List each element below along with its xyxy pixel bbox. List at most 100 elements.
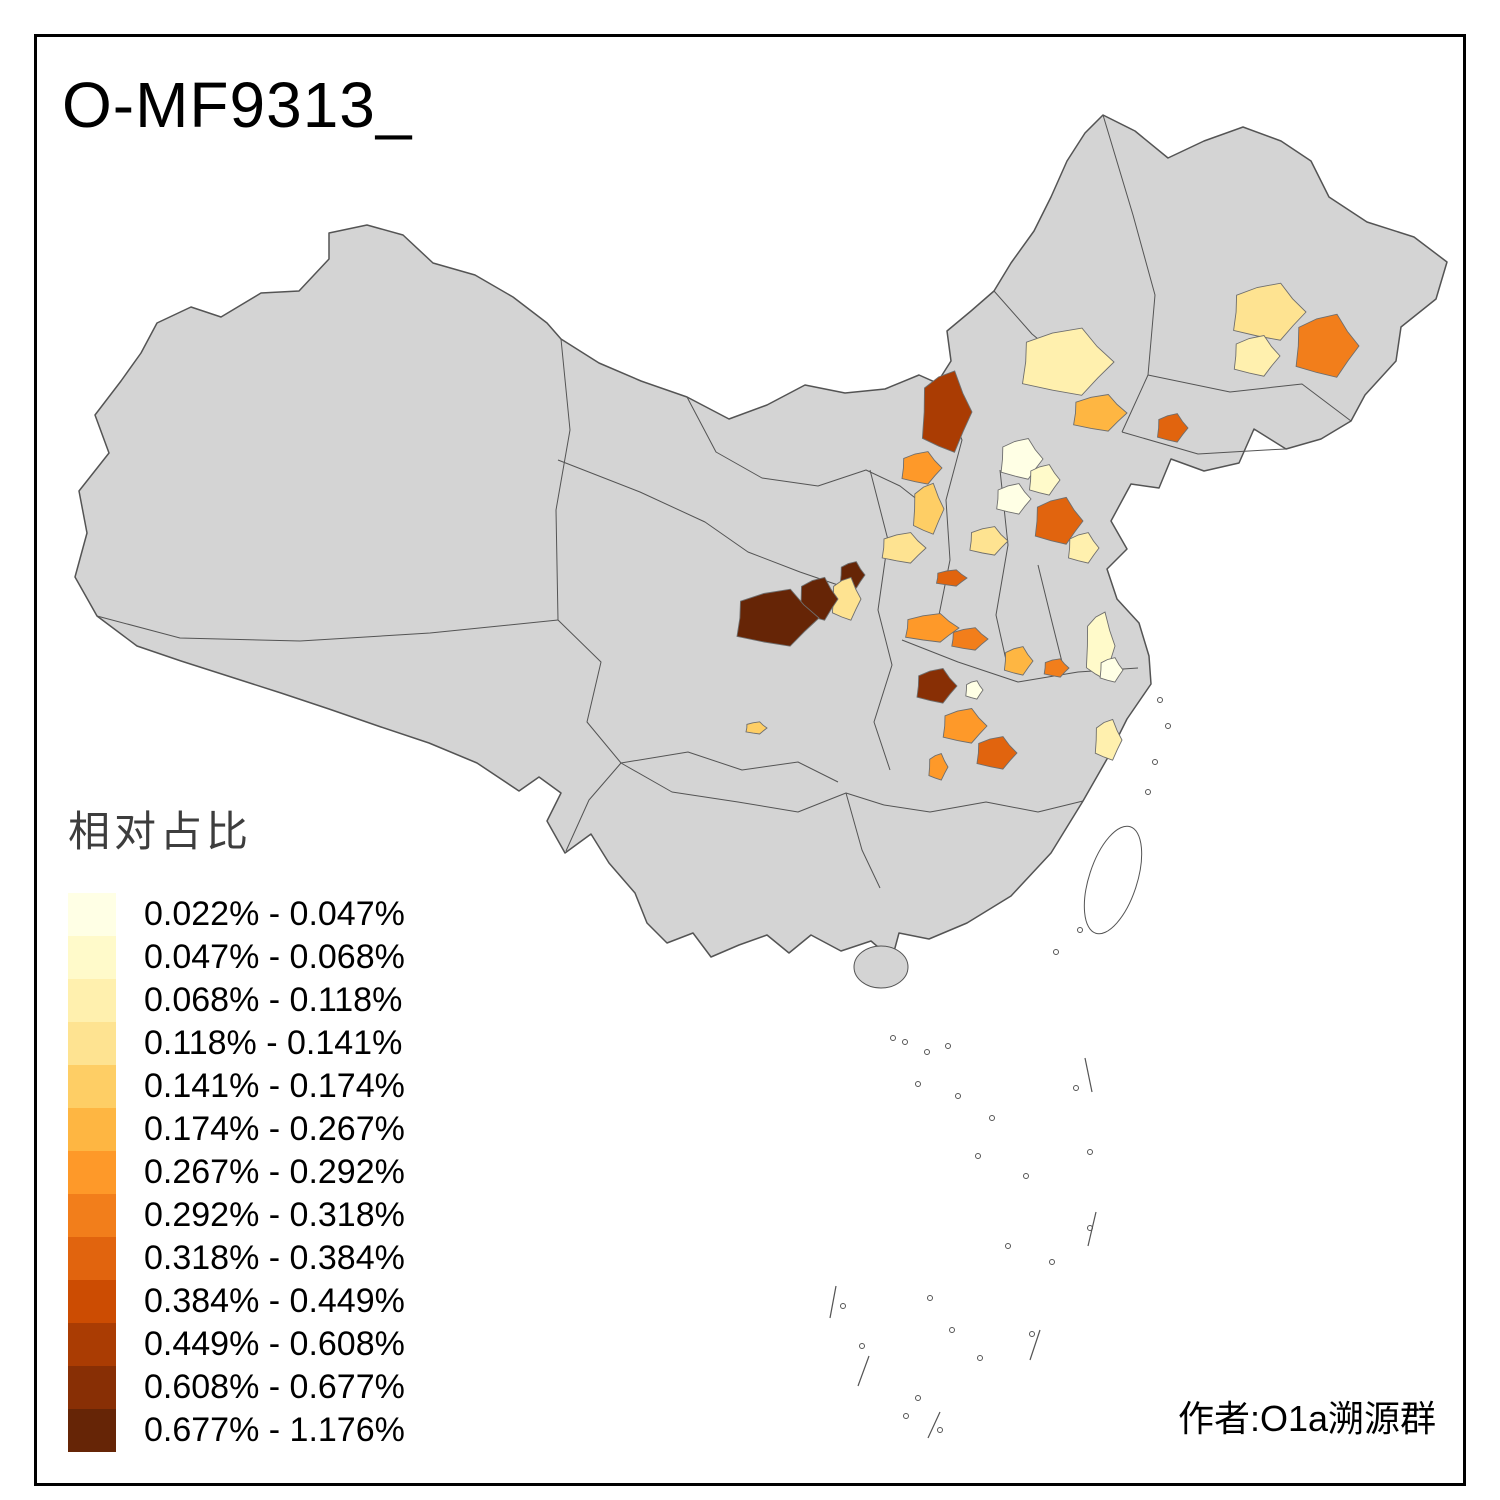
small-island-dot <box>1087 1149 1093 1155</box>
map-region <box>935 569 968 587</box>
small-island-dot <box>1005 1243 1011 1249</box>
small-island-dot <box>1165 723 1171 729</box>
small-island-dot <box>975 1153 981 1159</box>
legend-swatch <box>68 1280 116 1323</box>
small-island-dot <box>937 1427 943 1433</box>
small-island-dot <box>1023 1173 1029 1179</box>
legend-rows: 0.022% - 0.047% 0.047% - 0.068% 0.068% - 0… <box>68 893 405 1452</box>
legend-swatch <box>68 1409 116 1452</box>
legend-swatch <box>68 1022 116 1065</box>
legend-label: 0.267% - 0.292% <box>144 1153 405 1191</box>
legend-swatch <box>68 1108 116 1151</box>
province-border <box>1102 114 1156 433</box>
legend-label: 0.677% - 1.176% <box>144 1411 405 1449</box>
province-border <box>557 619 622 852</box>
small-island-dot <box>955 1093 961 1099</box>
legend-label: 0.047% - 0.068% <box>144 938 405 976</box>
legend-swatch <box>68 1237 116 1280</box>
taiwan-island <box>1083 825 1143 935</box>
map-region <box>1157 413 1189 443</box>
province-border <box>869 469 893 771</box>
map-region <box>1021 327 1115 396</box>
sea-boundary-dash <box>1087 1211 1097 1247</box>
map-region <box>1233 334 1281 377</box>
map-region <box>969 526 1009 556</box>
legend-row: 0.068% - 0.118% <box>68 979 405 1022</box>
legend-row: 0.118% - 0.141% <box>68 1022 405 1065</box>
sea-boundary-dash <box>857 1355 870 1387</box>
map-region <box>1073 394 1128 432</box>
legend-label: 0.384% - 0.449% <box>144 1282 405 1320</box>
legend-row: 0.292% - 0.318% <box>68 1194 405 1237</box>
small-island-dot <box>1145 789 1151 795</box>
small-island-dot <box>989 1115 995 1121</box>
author-credit: 作者:O1a溯源群 <box>1177 1398 1436 1439</box>
legend-title: 相对占比 <box>68 808 253 855</box>
legend-label: 0.608% - 0.677% <box>144 1368 405 1406</box>
map-region <box>942 708 988 744</box>
legend-label: 0.292% - 0.318% <box>144 1196 405 1234</box>
small-island-dot <box>1029 1331 1035 1337</box>
map-region <box>1094 718 1123 761</box>
sea-boundary-dash <box>1084 1057 1093 1093</box>
map-region <box>1233 282 1307 341</box>
province-border <box>555 338 571 621</box>
legend-swatch <box>68 1366 116 1409</box>
province-border <box>686 396 929 509</box>
legend-label: 0.449% - 0.608% <box>144 1325 405 1363</box>
legend-label: 0.068% - 0.118% <box>144 981 403 1019</box>
legend-row: 0.141% - 0.174% <box>68 1065 405 1108</box>
legend-label: 0.141% - 0.174% <box>144 1067 405 1105</box>
map-region <box>976 736 1018 770</box>
small-island-dot <box>1049 1259 1055 1265</box>
map-region <box>881 532 927 564</box>
legend-row: 0.677% - 1.176% <box>68 1409 405 1452</box>
page-title: O-MF9313_ <box>62 69 413 141</box>
province-border <box>883 800 1084 813</box>
map-region <box>1295 313 1360 378</box>
small-island-dot <box>902 1039 908 1045</box>
small-island-dot <box>1157 697 1163 703</box>
map-region <box>901 451 943 485</box>
legend-swatch <box>68 979 116 1022</box>
map-region <box>921 370 973 453</box>
sea-boundary-dash <box>829 1285 837 1319</box>
legend-row: 0.608% - 0.677% <box>68 1366 405 1409</box>
map-region <box>951 627 989 651</box>
legend-row: 0.267% - 0.292% <box>68 1151 405 1194</box>
small-island-dot <box>945 1043 951 1049</box>
legend-swatch <box>68 1151 116 1194</box>
map-region <box>1099 657 1124 683</box>
small-island-dot <box>1152 759 1158 765</box>
small-island-dot <box>927 1295 933 1301</box>
legend-swatch <box>68 1194 116 1237</box>
map-region <box>905 613 960 643</box>
sea-boundary-dash <box>1029 1329 1041 1361</box>
small-island-dot <box>903 1413 909 1419</box>
map-region <box>745 721 768 735</box>
small-island-dot <box>840 1303 846 1309</box>
legend-label: 0.318% - 0.384% <box>144 1239 405 1277</box>
legend-row: 0.174% - 0.267% <box>68 1108 405 1151</box>
map-region <box>1043 658 1070 678</box>
map-region <box>1003 646 1034 676</box>
legend: 相对占比 0.022% - 0.047% 0.047% - 0.068% 0.068… <box>68 798 405 1452</box>
small-island-dot <box>1077 927 1083 933</box>
legend-label: 0.118% - 0.141% <box>144 1024 403 1062</box>
legend-row: 0.449% - 0.608% <box>68 1323 405 1366</box>
legend-row: 0.318% - 0.384% <box>68 1237 405 1280</box>
province-border <box>845 792 881 889</box>
province-border <box>620 762 885 813</box>
small-island-dot <box>890 1035 896 1041</box>
small-island-dot <box>915 1395 921 1401</box>
province-border <box>557 459 839 586</box>
legend-swatch <box>68 893 116 936</box>
small-island-dot <box>1053 949 1059 955</box>
small-island-dot <box>924 1049 930 1055</box>
small-island-dot <box>859 1343 865 1349</box>
province-border <box>1121 431 1287 455</box>
small-island-dot <box>977 1355 983 1361</box>
map-region <box>1029 464 1061 496</box>
province-border <box>1037 564 1063 663</box>
